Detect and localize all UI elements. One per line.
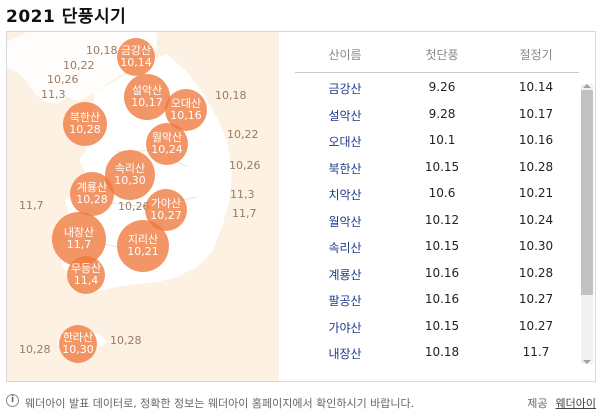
bubble-hallasan: 한라산 10,30: [59, 325, 97, 363]
footer: i 웨더아이 발표 데이터로, 정확한 정보는 웨더아이 홈페이지에서 확인하시…: [6, 393, 596, 411]
map-label: 10,22: [63, 59, 95, 72]
foliage-card: 10,18 10,22 10,26 11,3 10,18 10,22 10,26…: [6, 31, 596, 382]
table-body: 금강산 9.26 10.14 설악산 9.28 10.17 오대산 10.1 10.16 북…: [295, 73, 579, 365]
table-row: 월악산 10.12 10.24: [328, 212, 554, 229]
map-label: 10,26: [118, 200, 150, 213]
scroll-up-arrow-icon[interactable]: [583, 84, 591, 88]
page-title: 2021 단풍시기: [6, 7, 127, 27]
table-row: 오대산 10.1 10.16: [328, 133, 554, 149]
header-peak: 절정기: [519, 48, 553, 62]
map-label: 10,18: [215, 89, 247, 102]
footer-note: 웨더아이 발표 데이터로, 정확한 정보는 웨더아이 홈페이지에서 확인하시기 …: [25, 397, 415, 410]
table-row: 설악산 9.28 10.17: [328, 106, 554, 123]
table-header: 산이름 첫단풍 절정기: [295, 32, 579, 73]
weather-i-link[interactable]: 웨더아이: [555, 397, 596, 410]
bubble-bukhansan: 북한산 10,28: [63, 102, 107, 146]
map-label: 11,3: [41, 88, 66, 101]
map-label: 11,7: [232, 207, 257, 220]
bubble-geumgangsan: 금강산 10,14: [117, 38, 155, 76]
table-row: 가야산 10.15 10.27: [328, 318, 554, 335]
table-row: 치악산 10.6 10.21: [328, 186, 554, 202]
credit-label: 제공: [527, 397, 548, 410]
header-mountain: 산이름: [328, 48, 362, 62]
table-row: 팔공산 10.16 10.27: [328, 292, 554, 308]
header-first-foliage: 첫단풍: [425, 48, 459, 62]
map-label: 10,28: [110, 334, 142, 347]
table-row: 금강산 9.26 10.14: [328, 80, 554, 96]
bubble-jirisan: 지리산 10,21: [117, 220, 169, 272]
map-label: 10,26: [229, 159, 261, 172]
scroll-down-arrow-icon[interactable]: [583, 360, 591, 364]
table-row: 북한산 10.15 10.28: [328, 159, 554, 176]
table-row: 속리산 10.15 10.30: [328, 239, 554, 255]
bubble-seoraksan: 설악산 10,17: [124, 74, 170, 120]
map-label: 10,18: [86, 44, 118, 57]
table-row: 계룡산 10.16 10.28: [328, 265, 554, 282]
table-row: 내장산 10.18 11.7: [328, 345, 550, 361]
map-label: 10,28: [19, 343, 51, 356]
map-label: 10,22: [227, 128, 259, 141]
bubble-gyeryongsan: 계룡산 10,28: [70, 172, 114, 216]
table-scrollbar[interactable]: [581, 84, 593, 364]
map-label: 10,26: [47, 73, 79, 86]
map-label: 11,7: [19, 199, 44, 212]
info-icon: i: [6, 394, 19, 407]
scrollbar-thumb[interactable]: [581, 90, 593, 295]
bubble-woraksan: 월악산 10,24: [146, 123, 188, 165]
foliage-table-panel: 산이름 첫단풍 절정기 금강산 9.26 10.14 설악산 9.28 10.17 오대…: [295, 32, 595, 381]
foliage-map: 10,18 10,22 10,26 11,3 10,18 10,22 10,26…: [7, 32, 279, 381]
map-label: 11,3: [230, 188, 255, 201]
footer-credit: 제공 웨더아이: [527, 395, 596, 411]
bubble-mudeungsan: 무등산 11,4: [67, 256, 105, 294]
